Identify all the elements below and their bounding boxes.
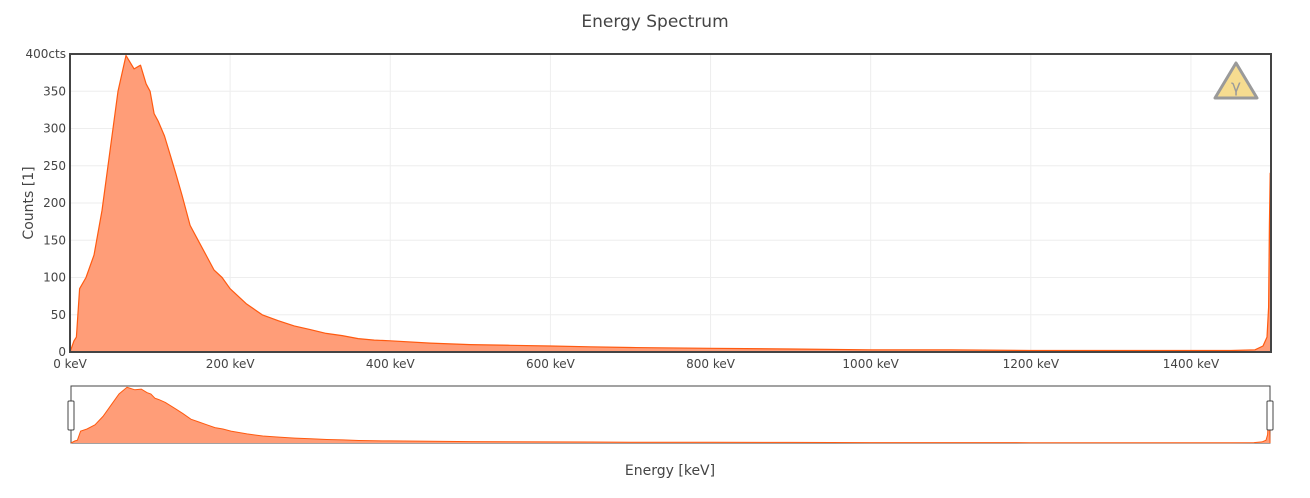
y-tick-label: 200 [43,196,66,210]
y-tick-label: 250 [43,159,66,173]
x-tick-label: 0 keV [53,357,87,371]
y-tick-label: 300 [43,122,66,136]
y-axis-title: Counts [1] [21,166,37,239]
y-tick-label: 150 [43,233,66,247]
x-tick-label: 1400 keV [1163,357,1220,371]
x-tick-label: 600 keV [526,357,576,371]
y-tick-label: 350 [43,84,66,98]
y-tick-label: 100 [43,271,66,285]
range-slider-line [70,386,1271,444]
chart-title: Energy Spectrum [581,12,728,32]
range-slider-right-handle[interactable] [1266,400,1274,431]
plot-frame [69,53,1272,353]
spectrum-line [69,54,1272,353]
y-tick-label: 0 [58,345,66,359]
x-tick-label: 800 keV [686,357,736,371]
y-tick-label: 50 [51,308,66,322]
x-axis-title: Energy [keV] [625,463,715,479]
x-tick-label: 1200 keV [1003,357,1060,371]
range-slider-area [71,387,1270,443]
spectrum-series [69,54,1272,353]
x-tick-label: 1000 keV [842,357,899,371]
range-slider-preview [70,386,1271,444]
gamma-warning-icon: γ [1213,61,1259,100]
range-slider[interactable] [67,385,1274,444]
y-axis-ticks: 0 50 100 150 200 250 300 350 400cts [26,47,66,359]
range-slider-left-handle[interactable] [67,400,75,431]
gamma-symbol: γ [1231,77,1241,97]
x-axis-ticks: 0 keV 200 keV 400 keV 600 keV 800 keV 1000 ke… [53,357,1220,371]
y-tick-label: 400cts [26,47,66,61]
x-tick-label: 400 keV [366,357,416,371]
x-tick-label: 200 keV [206,357,256,371]
spectrum-area [70,55,1271,352]
range-slider-background[interactable] [70,385,1271,444]
